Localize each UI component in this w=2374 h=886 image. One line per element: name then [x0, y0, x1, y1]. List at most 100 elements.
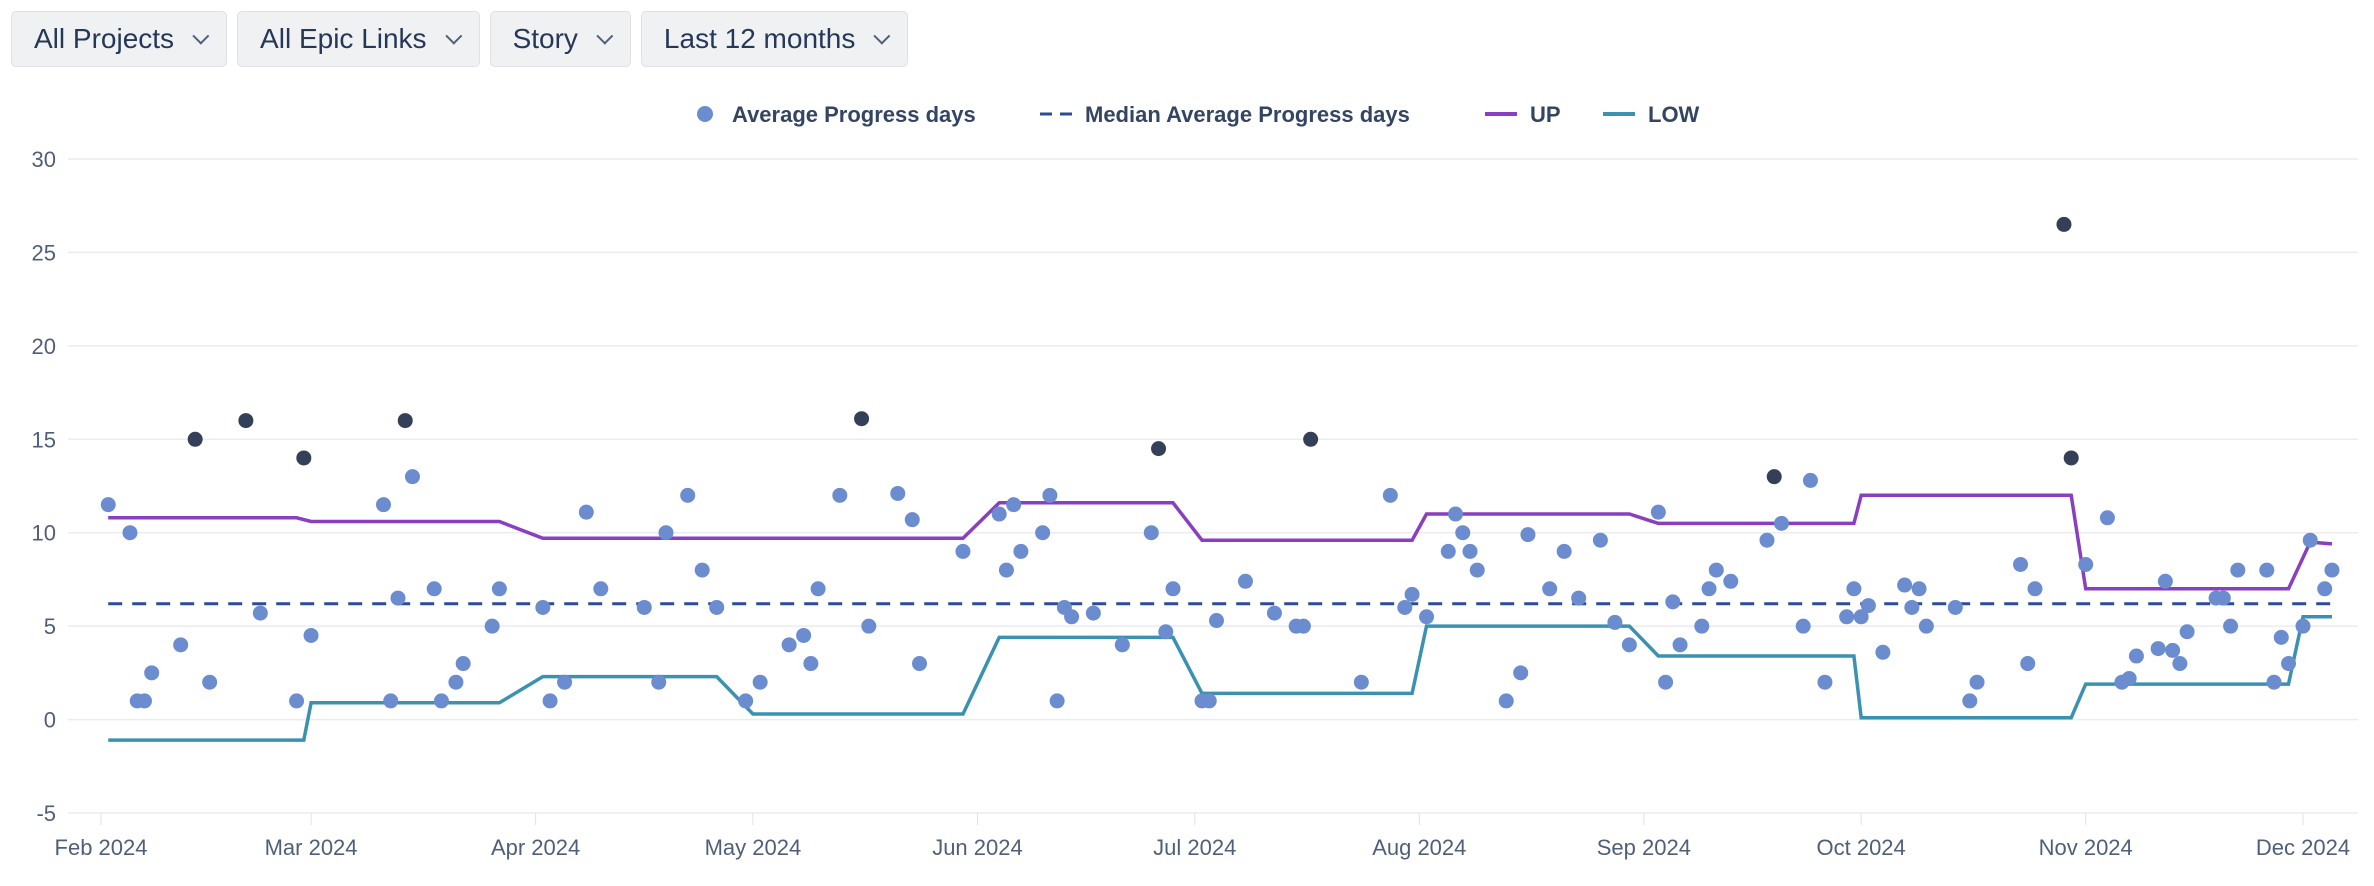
data-point — [1708, 562, 1724, 578]
series-points — [100, 216, 2340, 709]
data-point — [2259, 562, 2275, 578]
data-point — [1672, 637, 1688, 653]
data-point — [2215, 590, 2231, 606]
low-line — [108, 615, 2332, 742]
data-point — [542, 693, 558, 709]
data-point — [1621, 637, 1637, 653]
outlier-point — [1151, 441, 1167, 457]
data-point — [1049, 693, 1065, 709]
data-point — [1382, 487, 1398, 503]
data-point — [375, 497, 391, 513]
data-point — [2078, 556, 2094, 572]
x-tick-label: Nov 2024 — [2039, 835, 2133, 860]
data-point — [303, 627, 319, 643]
outlier-point — [2056, 216, 2072, 232]
y-tick-label: 5 — [44, 614, 56, 639]
data-point — [1607, 614, 1623, 630]
filter-bar: All Projects All Epic Links Story Last 1… — [11, 11, 909, 67]
y-tick-label: 0 — [44, 708, 56, 733]
epic-links-filter-dropdown[interactable]: All Epic Links — [237, 11, 480, 67]
data-point — [136, 693, 152, 709]
data-point — [1006, 497, 1022, 513]
data-point — [2150, 641, 2166, 657]
data-point — [535, 599, 551, 615]
data-point — [1658, 674, 1674, 690]
data-point — [1911, 581, 1927, 597]
legend-label: Median Average Progress days — [1085, 102, 1410, 127]
outlier-point — [2063, 450, 2079, 466]
data-point — [991, 506, 1007, 522]
x-tick-label: Sep 2024 — [1597, 835, 1691, 860]
data-point — [484, 618, 500, 634]
legend-item-up[interactable]: UP — [1485, 102, 1561, 127]
data-point — [1404, 586, 1420, 602]
legend-item-average[interactable]: Average Progress days — [697, 102, 976, 127]
legend-item-low[interactable]: LOW — [1603, 102, 1700, 127]
data-point — [2013, 556, 2029, 572]
data-point — [1469, 562, 1485, 578]
data-point — [1947, 599, 1963, 615]
data-point — [2230, 562, 2246, 578]
data-point — [1498, 693, 1514, 709]
data-point — [100, 497, 116, 513]
data-point — [578, 504, 594, 520]
data-point — [1592, 532, 1608, 548]
data-point — [252, 605, 268, 621]
projects-filter-dropdown[interactable]: All Projects — [11, 11, 228, 67]
issue-type-filter-dropdown[interactable]: Story — [489, 11, 631, 67]
data-point — [636, 599, 652, 615]
data-point — [1042, 487, 1058, 503]
data-point — [810, 581, 826, 597]
data-point — [557, 674, 573, 690]
data-point — [738, 693, 754, 709]
data-point — [2266, 674, 2282, 690]
outlier-point — [187, 431, 203, 447]
date-range-filter-dropdown[interactable]: Last 12 months — [640, 11, 909, 67]
data-point — [2157, 573, 2173, 589]
y-tick-label: 20 — [32, 334, 56, 359]
grid — [68, 158, 2358, 825]
data-point — [2128, 648, 2144, 664]
legend-marker-dot — [697, 106, 713, 122]
data-point — [1853, 609, 1869, 625]
legend-label: Average Progress days — [732, 102, 976, 127]
data-point — [1802, 472, 1818, 488]
data-point — [2324, 562, 2340, 578]
up-line — [108, 493, 2333, 591]
legend-label: UP — [1530, 102, 1561, 127]
data-point — [202, 674, 218, 690]
x-tick-label: Jun 2024 — [932, 835, 1023, 860]
legend-item-median[interactable]: Median Average Progress days — [1040, 102, 1410, 127]
data-point — [2179, 624, 2195, 640]
data-point — [1520, 527, 1536, 543]
data-point — [1846, 581, 1862, 597]
data-point — [1440, 543, 1456, 559]
data-point — [1759, 532, 1775, 548]
data-point — [426, 581, 442, 597]
data-point — [1918, 618, 1934, 634]
data-point — [122, 525, 138, 541]
data-point — [1462, 543, 1478, 559]
data-point — [890, 485, 906, 501]
data-point — [658, 525, 674, 541]
data-point — [448, 674, 464, 690]
data-point — [1455, 525, 1471, 541]
data-point — [694, 562, 710, 578]
data-point — [1165, 581, 1181, 597]
data-point — [904, 512, 920, 528]
data-point — [796, 627, 812, 643]
data-point — [593, 581, 609, 597]
y-tick-label: 30 — [32, 147, 56, 172]
data-point — [1114, 637, 1130, 653]
data-point — [2165, 642, 2181, 658]
outlier-point — [238, 413, 254, 429]
y-tick-label: 25 — [32, 240, 56, 265]
data-point — [1208, 613, 1224, 629]
data-point — [1266, 605, 1282, 621]
data-point — [2099, 510, 2115, 526]
data-point — [2281, 656, 2297, 672]
data-point — [2121, 670, 2137, 686]
data-point — [390, 590, 406, 606]
outlier-point — [296, 450, 312, 466]
